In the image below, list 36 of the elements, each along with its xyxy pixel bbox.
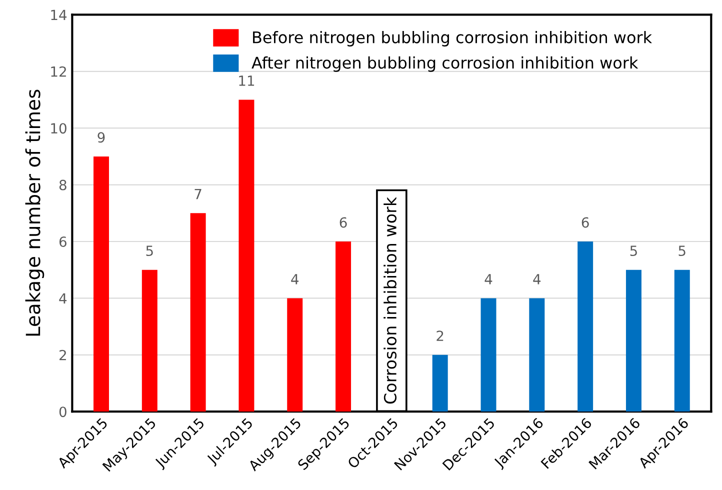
- bar: [142, 270, 158, 412]
- bar: [432, 354, 448, 412]
- bar: [190, 213, 206, 412]
- bar: [287, 298, 303, 412]
- data-label: 7: [194, 189, 202, 200]
- data-label: 6: [340, 217, 347, 228]
- y-tick-label: 0: [59, 406, 66, 418]
- y-tick-label: 10: [51, 123, 66, 134]
- bar: [480, 298, 496, 412]
- bar: [674, 270, 690, 412]
- legend-label: Before nitrogen bubbling corrosion inhibition work: [253, 30, 652, 46]
- data-label: 4: [291, 274, 299, 284]
- data-label: 5: [678, 246, 686, 256]
- data-label: 4: [484, 274, 492, 284]
- legend-label: After nitrogen bubbling corrosion inhibition work: [252, 56, 638, 72]
- bar: [94, 156, 109, 412]
- data-label: 2: [436, 330, 444, 341]
- bar: [626, 270, 642, 412]
- y-tick-label: 2: [60, 350, 66, 360]
- bar: [529, 298, 545, 412]
- data-label: 11: [239, 76, 254, 86]
- y-tick-label: 8: [59, 180, 66, 190]
- y-tick-label: 14: [51, 10, 67, 20]
- y-tick-label: 12: [51, 66, 66, 77]
- bar: [336, 242, 352, 412]
- data-label: 4: [533, 274, 541, 284]
- y-tick-label: 4: [59, 293, 67, 304]
- bar: [578, 242, 594, 412]
- data-label: 6: [582, 217, 589, 228]
- y-axis-title: Leakage number of times: [25, 90, 44, 336]
- data-label: 9: [98, 132, 105, 143]
- data-label: 5: [146, 246, 153, 256]
- bar: [238, 100, 254, 412]
- data-label: 5: [630, 246, 637, 256]
- y-tick-label: 6: [59, 236, 66, 247]
- annotation: Corrosion inhibition work: [384, 196, 397, 404]
